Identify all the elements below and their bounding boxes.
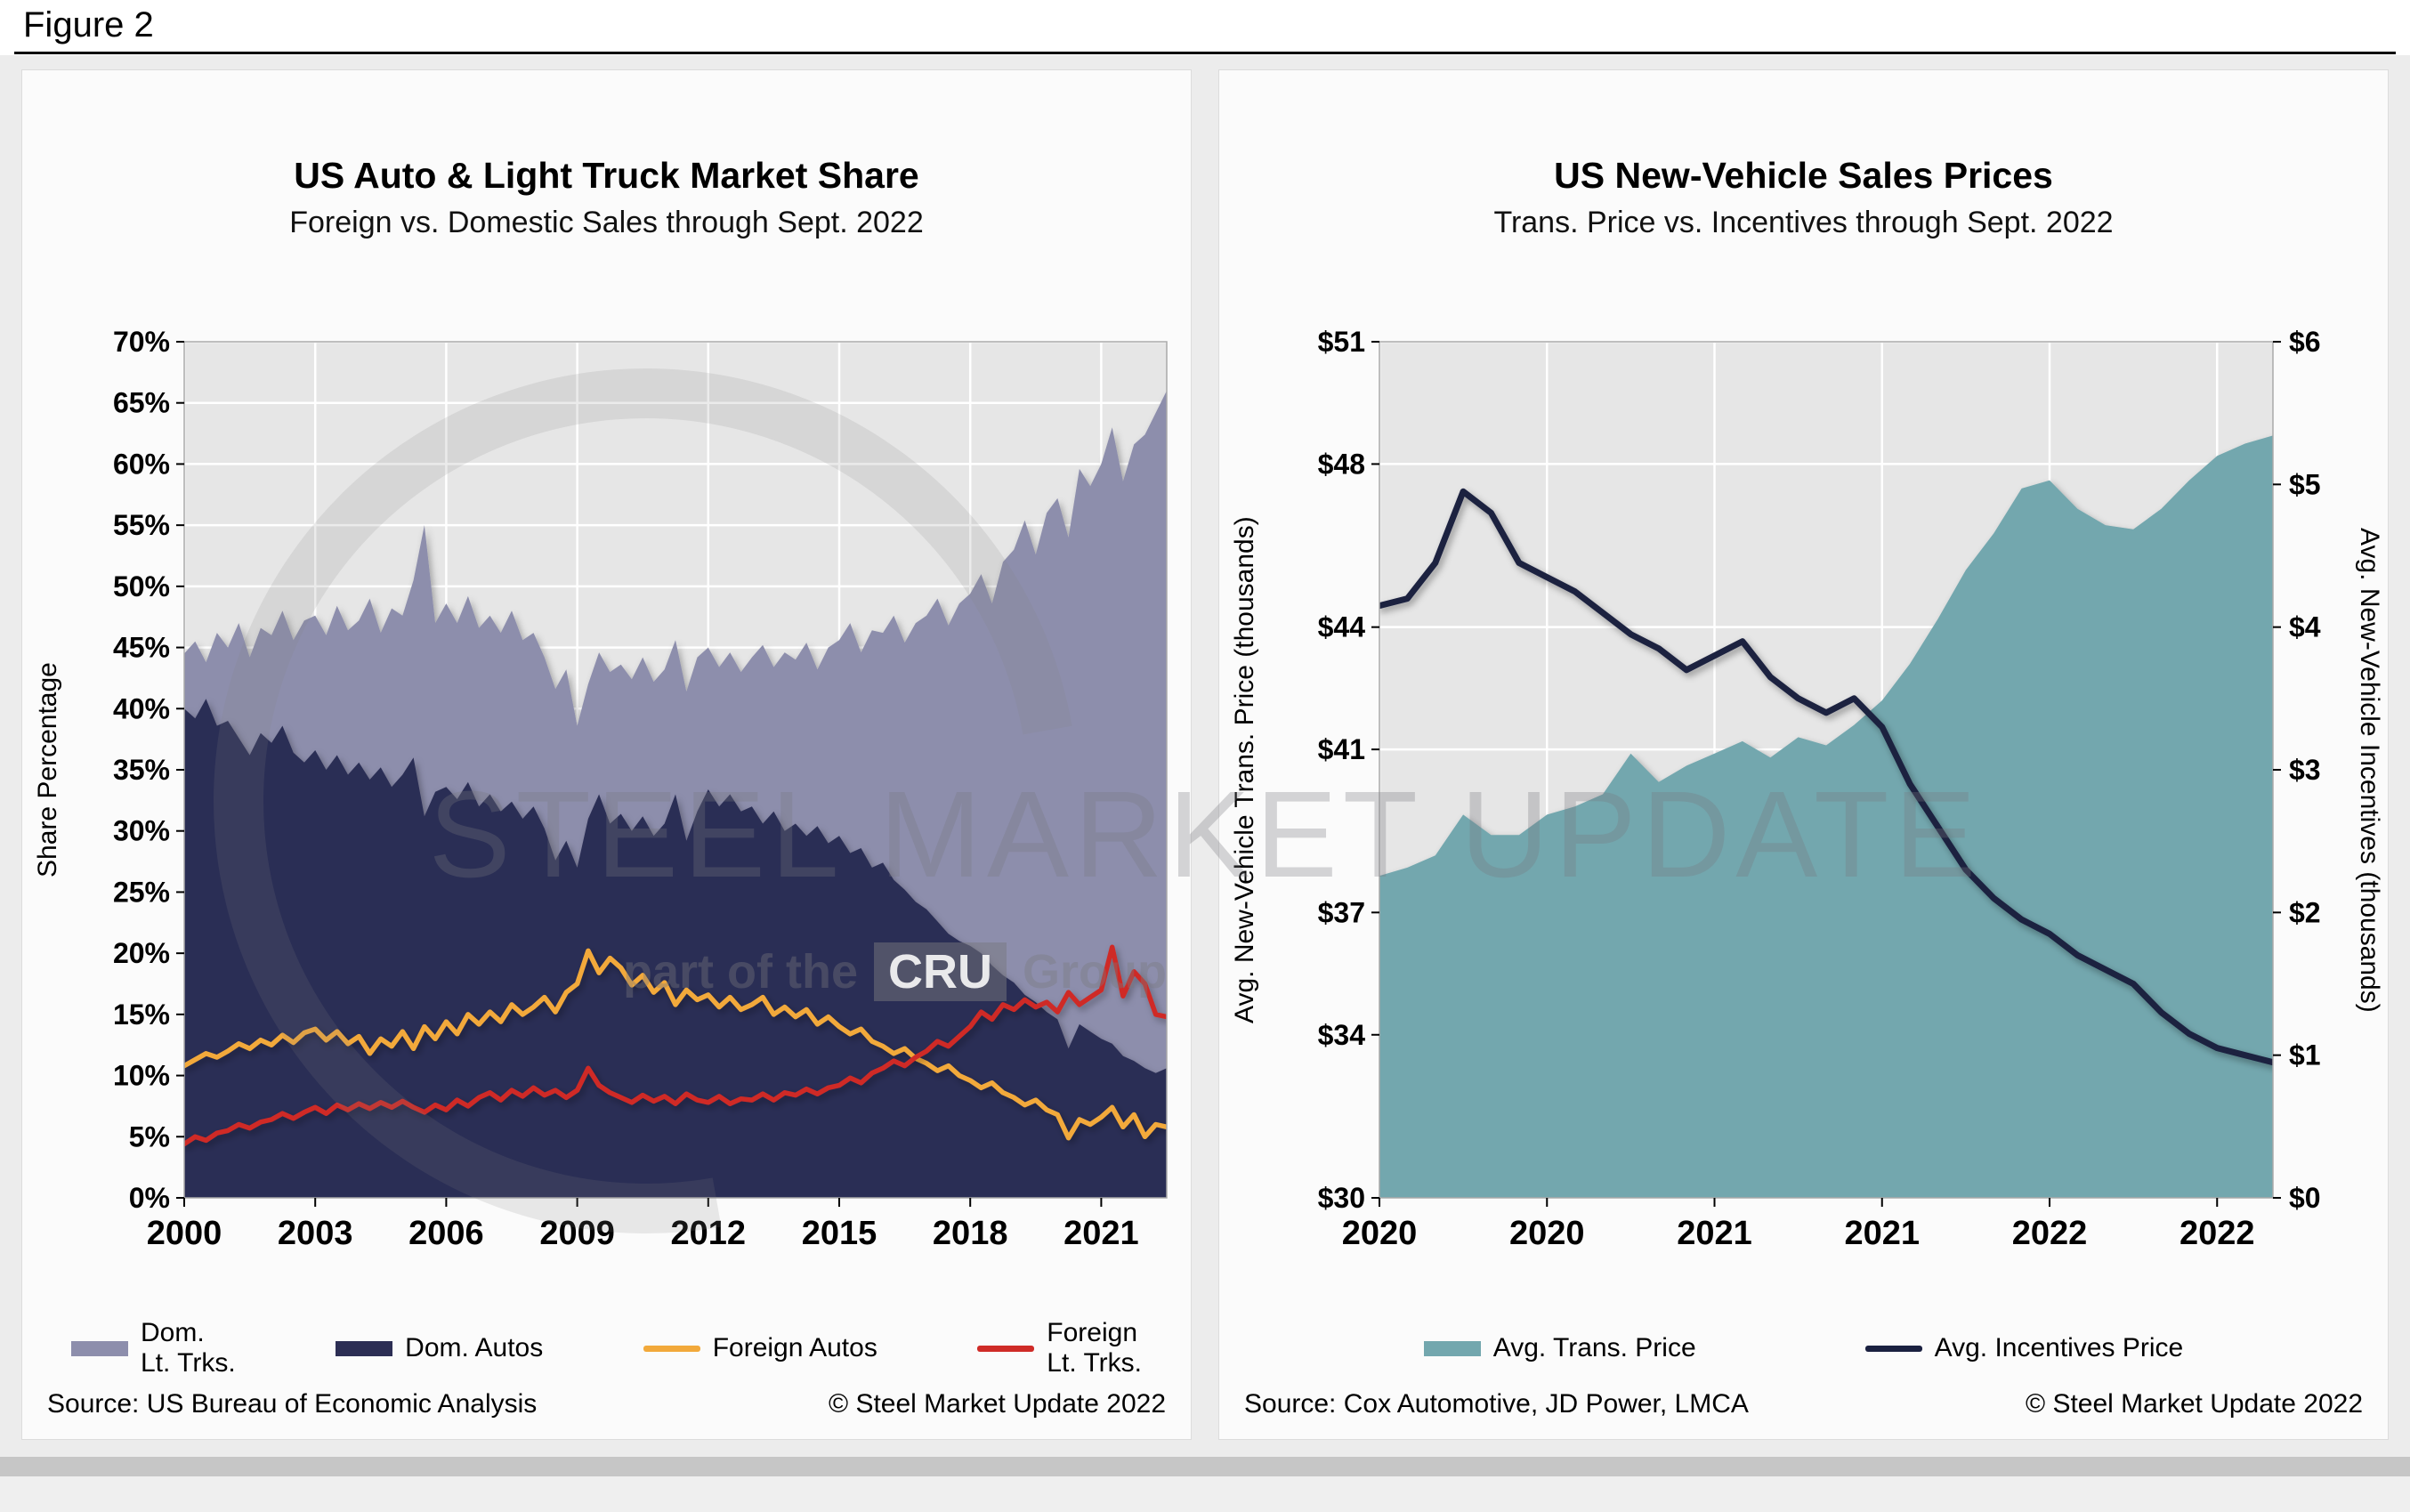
right-chart-subtitle: Trans. Price vs. Incentives through Sept… xyxy=(1493,206,2114,239)
svg-text:55%: 55% xyxy=(113,509,170,541)
svg-text:2020: 2020 xyxy=(1342,1215,1418,1252)
svg-text:2015: 2015 xyxy=(802,1215,877,1252)
legend-item-foreign-lt-trks: Foreign Lt. Trks. xyxy=(977,1318,1142,1379)
figure-body: US Auto & Light Truck Market Share Forei… xyxy=(0,55,2410,1457)
legend-item-dom-lt-trks: Dom. Lt. Trks. xyxy=(71,1318,236,1379)
left-copyright-text: © Steel Market Update 2022 xyxy=(829,1389,1166,1419)
svg-text:$6: $6 xyxy=(2289,328,2321,358)
svg-text:2021: 2021 xyxy=(1677,1215,1752,1252)
foreign-autos-swatch xyxy=(643,1345,700,1352)
svg-text:0%: 0% xyxy=(129,1182,170,1214)
svg-text:$0: $0 xyxy=(2289,1182,2321,1214)
market-share-chart: 0% 5% 10% 15% 20% 25% 30% 35% 40% 45% 50% 55% 60% 65%… xyxy=(113,328,1168,1252)
svg-text:5%: 5% xyxy=(129,1120,170,1152)
legend-label-foreign-lt-trks: Foreign Lt. Trks. xyxy=(1047,1317,1142,1379)
left-chart-legend: Dom. Lt. Trks. Dom. Autos Foreign Autos … xyxy=(71,1307,1142,1389)
svg-text:$30: $30 xyxy=(1318,1182,1365,1214)
legend-label-foreign-autos: Foreign Autos xyxy=(712,1332,877,1362)
svg-text:$1: $1 xyxy=(2289,1039,2321,1071)
svg-text:2021: 2021 xyxy=(1844,1215,1920,1252)
legend-label-avg-incentives-price: Avg. Incentives Price xyxy=(1934,1332,2184,1362)
right-plot-area: Avg. New-Vehicle Trans. Price (thousands… xyxy=(1219,328,2390,1290)
left-source-text: Source: US Bureau of Economic Analysis xyxy=(47,1389,538,1419)
window-bottom-edge xyxy=(0,1457,2410,1476)
right-chart-legend: Avg. Trans. Price Avg. Incentives Price xyxy=(1268,1307,2339,1389)
svg-text:65%: 65% xyxy=(113,387,170,419)
legend-item-avg-trans-price: Avg. Trans. Price xyxy=(1423,1332,1696,1364)
svg-text:$51: $51 xyxy=(1318,328,1365,358)
avg-trans-price-swatch xyxy=(1423,1340,1481,1356)
figure-title: Figure 2 xyxy=(23,5,154,44)
svg-text:$44: $44 xyxy=(1318,611,1366,643)
svg-text:2009: 2009 xyxy=(539,1215,615,1252)
legend-label-dom-autos: Dom. Autos xyxy=(405,1332,544,1362)
svg-text:2021: 2021 xyxy=(1063,1215,1139,1252)
svg-text:15%: 15% xyxy=(113,999,170,1031)
sales-prices-chart: $30 $34 $37 $41 $44 $48 $51 $0 $1 $2 $3 $4 $5 $6 2020 2… xyxy=(1318,328,2321,1252)
svg-text:2022: 2022 xyxy=(2180,1215,2255,1252)
legend-label-dom-lt-trks: Dom. Lt. Trks. xyxy=(141,1317,236,1379)
legend-item-dom-autos: Dom. Autos xyxy=(336,1333,543,1364)
dom-lt-trks-swatch xyxy=(71,1340,128,1356)
svg-text:$48: $48 xyxy=(1318,448,1365,480)
svg-text:30%: 30% xyxy=(113,815,170,847)
svg-text:10%: 10% xyxy=(113,1060,170,1092)
right-chart-title: US New-Vehicle Sales Prices xyxy=(1554,155,2053,196)
svg-text:45%: 45% xyxy=(113,632,170,664)
svg-text:2022: 2022 xyxy=(2012,1215,2088,1252)
figure-title-underline xyxy=(14,52,2396,54)
figure-header: Figure 2 xyxy=(0,0,2410,55)
svg-text:25%: 25% xyxy=(113,876,170,908)
left-y-axis-title: Share Percentage xyxy=(33,662,62,877)
right-source-row: Source: Cox Automotive, JD Power, LMCA ©… xyxy=(1244,1389,2363,1419)
sales-prices-chart-panel: US New-Vehicle Sales Prices Trans. Price… xyxy=(1218,69,2389,1440)
svg-text:$37: $37 xyxy=(1318,896,1365,928)
market-share-chart-panel: US Auto & Light Truck Market Share Forei… xyxy=(21,69,1192,1440)
svg-text:2020: 2020 xyxy=(1509,1215,1585,1252)
trans-price-axis-title: Avg. New-Vehicle Trans. Price (thousands… xyxy=(1230,516,1259,1023)
svg-text:35%: 35% xyxy=(113,754,170,786)
svg-text:20%: 20% xyxy=(113,937,170,969)
svg-text:$34: $34 xyxy=(1318,1019,1366,1051)
avg-incentives-price-swatch xyxy=(1864,1345,1922,1352)
svg-text:60%: 60% xyxy=(113,448,170,480)
svg-text:2003: 2003 xyxy=(278,1215,353,1252)
svg-text:$5: $5 xyxy=(2289,468,2321,500)
left-chart-subtitle: Foreign vs. Domestic Sales through Sept.… xyxy=(289,206,924,239)
svg-text:70%: 70% xyxy=(113,328,170,358)
incentives-axis-title: Avg. New-Vehicle Incentives (thousands) xyxy=(2355,527,2384,1013)
foreign-lt-trks-swatch xyxy=(977,1345,1035,1352)
svg-text:2012: 2012 xyxy=(671,1215,747,1252)
svg-text:$41: $41 xyxy=(1318,733,1365,765)
left-chart-title: US Auto & Light Truck Market Share xyxy=(294,155,919,196)
svg-text:50%: 50% xyxy=(113,570,170,602)
legend-item-foreign-autos: Foreign Autos xyxy=(643,1333,877,1364)
right-copyright-text: © Steel Market Update 2022 xyxy=(2026,1389,2363,1419)
left-source-row: Source: US Bureau of Economic Analysis ©… xyxy=(47,1389,1166,1419)
left-plot-area: Share Percentage 0% 5% 10% 15% 20% 25% 30% 35% 4… xyxy=(22,328,1193,1290)
legend-item-avg-incentives-price: Avg. Incentives Price xyxy=(1864,1332,2184,1364)
svg-text:$4: $4 xyxy=(2289,611,2321,643)
svg-text:40%: 40% xyxy=(113,692,170,724)
svg-text:2018: 2018 xyxy=(933,1215,1008,1252)
svg-text:$2: $2 xyxy=(2289,896,2321,928)
svg-text:$3: $3 xyxy=(2289,754,2321,786)
svg-text:2000: 2000 xyxy=(147,1215,222,1252)
dom-autos-swatch xyxy=(336,1340,393,1356)
svg-text:2006: 2006 xyxy=(408,1215,484,1252)
legend-label-avg-trans-price: Avg. Trans. Price xyxy=(1492,1332,1696,1362)
right-source-text: Source: Cox Automotive, JD Power, LMCA xyxy=(1244,1389,1749,1419)
